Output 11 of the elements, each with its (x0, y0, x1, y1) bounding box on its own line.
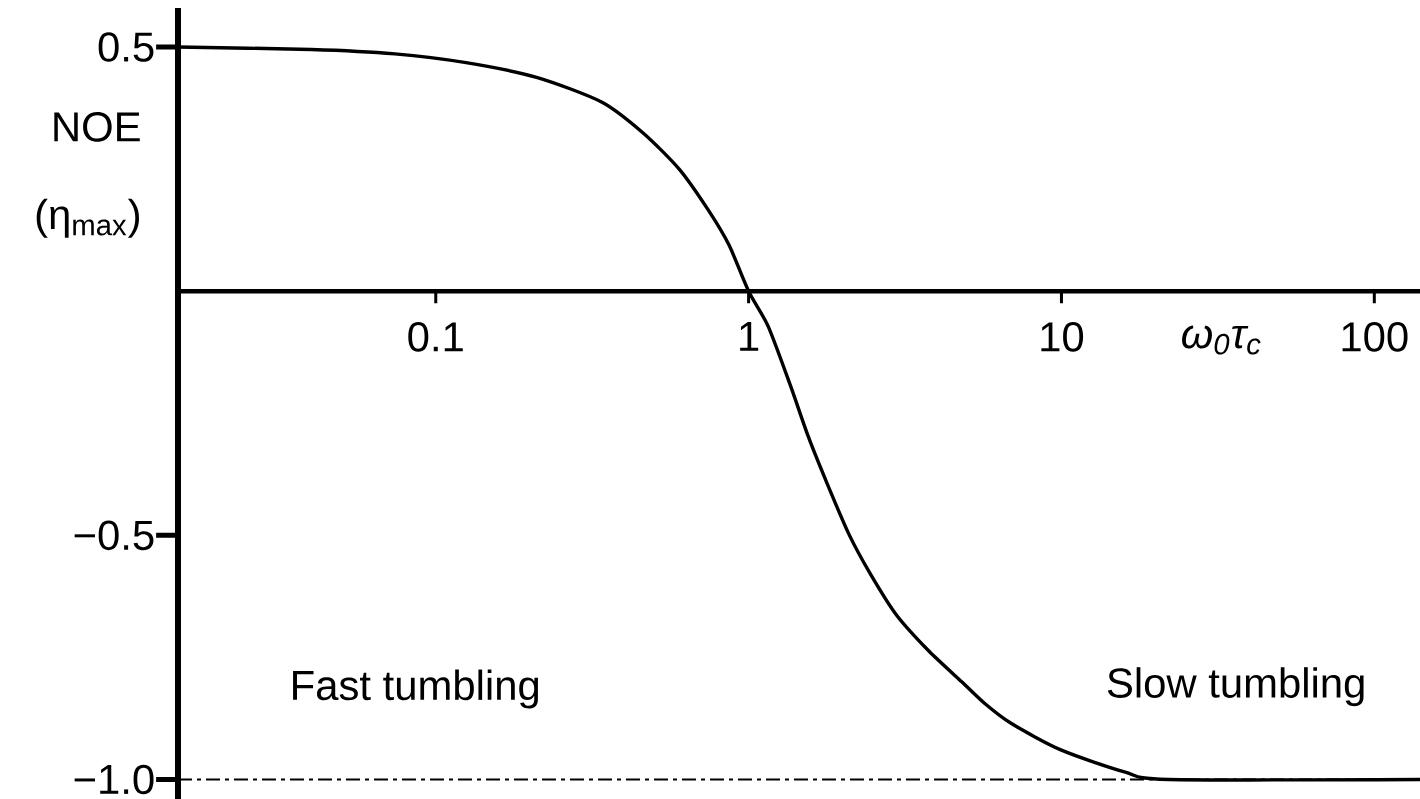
y-tick-label: −0.5 (74, 520, 154, 551)
y-tick-label: 0.5 (98, 32, 154, 62)
x-tick-label: 1 (740, 322, 759, 351)
x-tick-label: 0.1 (408, 322, 463, 352)
text: NOE (η$_{max}$) (36, 112, 140, 238)
annotation: Fast tumbling (293, 669, 539, 709)
x-tick-label: 100 (1342, 322, 1408, 352)
y-tick-label: −1.0 (74, 764, 154, 795)
annotation: Slow tumbling (1107, 667, 1364, 707)
x-tick-label: 10 (1041, 322, 1084, 352)
x-axis-title: ω$_{0}$τ$_{c}$ (1182, 325, 1261, 355)
